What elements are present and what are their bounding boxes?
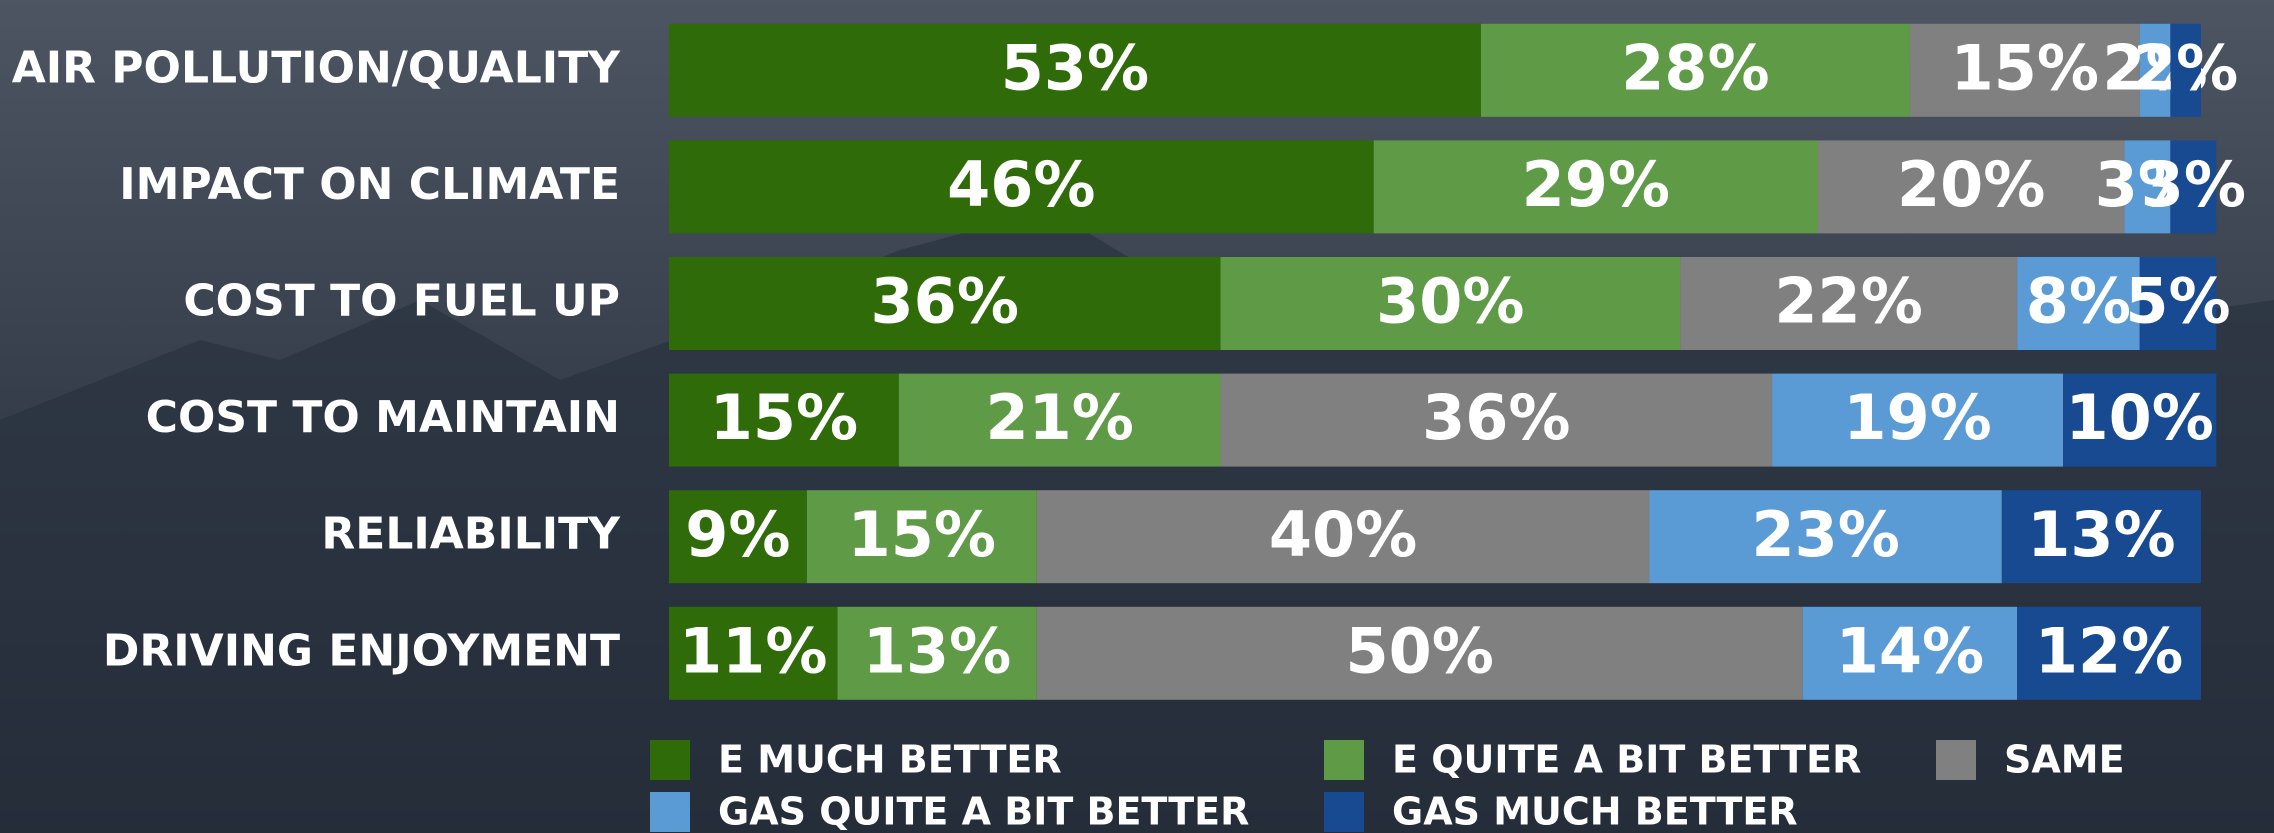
- value-label: 15%: [710, 381, 858, 454]
- bar-segment: [1818, 140, 2125, 234]
- bar-segment: [2063, 373, 2217, 467]
- bar-segment: [1480, 23, 1910, 117]
- category-label: COST TO FUEL UP: [183, 276, 620, 327]
- bar-segment: [1802, 606, 2018, 700]
- legend-swatch: [650, 740, 690, 780]
- value-label: 40%: [1269, 498, 1417, 571]
- value-label: 8%: [2026, 265, 2131, 338]
- bar-segment: [669, 606, 838, 700]
- bar-segment: [1680, 257, 2018, 350]
- bar-segment: [1649, 490, 2002, 584]
- category-label: DRIVING ENJOYMENT: [103, 625, 620, 676]
- value-label: 11%: [679, 614, 827, 687]
- bar-segment: [837, 606, 1037, 700]
- bar-segment: [2139, 257, 2217, 350]
- bar-segment: [1909, 23, 2140, 117]
- value-label: 22%: [1774, 265, 1922, 338]
- value-label: 3%: [2141, 148, 2246, 221]
- bar-segment: [2124, 140, 2171, 234]
- bar-segment: [2170, 23, 2201, 117]
- value-label: 20%: [1897, 148, 2045, 221]
- legend-label: E MUCH BETTER: [718, 738, 1062, 782]
- value-label: 10%: [2066, 381, 2214, 454]
- category-label: RELIABILITY: [321, 509, 621, 560]
- bar-segment: [1373, 140, 1818, 234]
- value-label: 28%: [1621, 31, 1769, 104]
- category-label: IMPACT ON CLIMATE: [119, 159, 620, 210]
- bar-segment: [2017, 606, 2201, 700]
- legend-label: GAS MUCH BETTER: [1392, 790, 1798, 833]
- legend-label: E QUITE A BIT BETTER: [1392, 738, 1861, 782]
- value-label: 15%: [848, 498, 996, 571]
- bar-segment: [1220, 257, 1681, 350]
- legend-swatch: [650, 792, 690, 832]
- bar-segment: [1036, 490, 1650, 584]
- value-label: 15%: [1951, 31, 2099, 104]
- category-label: AIR POLLUTION/QUALITY: [12, 42, 621, 93]
- bar-segment: [669, 140, 1374, 234]
- bar-segment: [2001, 490, 2201, 584]
- bar-segment: [1036, 606, 1803, 700]
- category-label: COST TO MAINTAIN: [146, 392, 620, 443]
- value-label: 50%: [1345, 614, 1493, 687]
- bar-segment: [669, 23, 1481, 117]
- value-label: 13%: [863, 614, 1011, 687]
- bar-segment: [669, 373, 899, 467]
- bar-segment: [1772, 373, 2064, 467]
- legend-swatch: [1936, 740, 1976, 780]
- value-label: 30%: [1376, 265, 1524, 338]
- value-label: 12%: [2035, 614, 2183, 687]
- value-label: 2%: [2133, 31, 2238, 104]
- legend-label: SAME: [2004, 738, 2125, 782]
- value-label: 13%: [2027, 498, 2175, 571]
- value-label: 36%: [871, 265, 1019, 338]
- value-label: 36%: [1422, 381, 1570, 454]
- bar-segment: [669, 257, 1221, 350]
- legend-swatch: [1324, 792, 1364, 832]
- value-label: 53%: [1001, 31, 1149, 104]
- bar-segment: [806, 490, 1037, 584]
- bar-segment: [898, 373, 1221, 467]
- value-label: 19%: [1843, 381, 1991, 454]
- bar-segment: [2017, 257, 2140, 350]
- legend-label: GAS QUITE A BIT BETTER: [718, 790, 1249, 833]
- value-label: 21%: [985, 381, 1133, 454]
- bar-segment: [669, 490, 807, 584]
- value-label: 9%: [685, 498, 790, 571]
- value-label: 14%: [1836, 614, 1984, 687]
- bar-segment: [2139, 23, 2171, 117]
- value-label: 29%: [1522, 148, 1670, 221]
- legend-swatch: [1324, 740, 1364, 780]
- bar-segment: [1220, 373, 1773, 467]
- bar-segment: [2170, 140, 2217, 234]
- value-label: 46%: [947, 148, 1095, 221]
- value-label: 23%: [1751, 498, 1899, 571]
- value-label: 5%: [2125, 265, 2230, 338]
